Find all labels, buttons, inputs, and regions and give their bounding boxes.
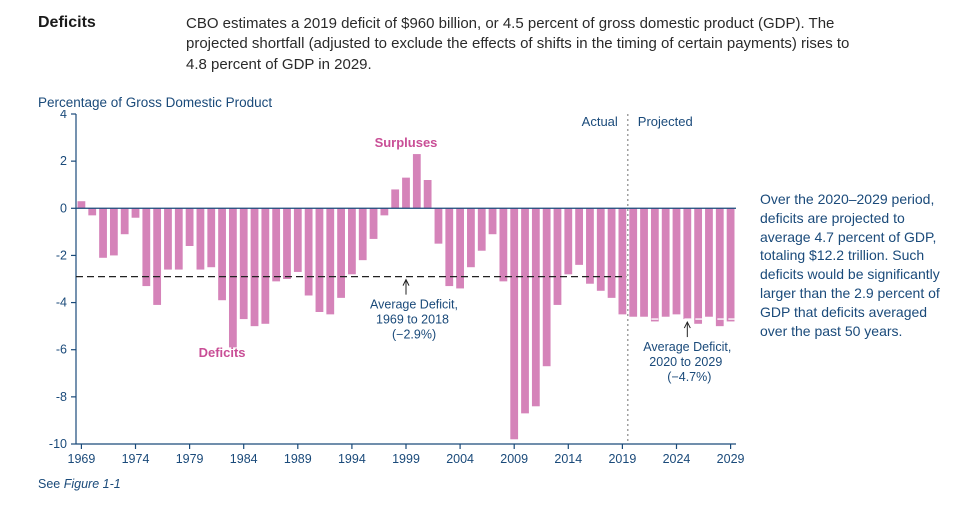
y-tick-label: -6 <box>56 342 67 356</box>
deficits-label: Deficits <box>199 345 246 360</box>
bar-2024 <box>673 208 681 314</box>
bar-1999 <box>402 177 410 208</box>
bar-2022 <box>651 208 659 321</box>
avg-actual-caption-1: Average Deficit, <box>370 297 458 311</box>
x-tick-label: 1999 <box>392 452 420 466</box>
bar-2003 <box>445 208 453 286</box>
bar-2026 <box>694 208 702 324</box>
bar-1970 <box>88 208 96 215</box>
bar-2023 <box>662 208 670 316</box>
bar-1983 <box>229 208 237 347</box>
avg-proj-caption-1: Average Deficit, <box>643 340 731 354</box>
projected-label: Projected <box>638 114 693 129</box>
avg-actual-caption-2: 1969 to 2018 <box>376 312 449 326</box>
avg-proj-caption-3: (−4.7%) <box>667 370 711 384</box>
bar-2010 <box>521 208 529 413</box>
bar-1976 <box>153 208 161 305</box>
avg-actual-caption-3: (−2.9%) <box>392 327 436 341</box>
bar-1997 <box>380 208 388 215</box>
bar-2016 <box>586 208 594 283</box>
bar-2002 <box>435 208 443 243</box>
bar-1969 <box>78 201 86 208</box>
bar-2006 <box>478 208 486 250</box>
bar-1974 <box>132 208 140 217</box>
summary-text: CBO estimates a 2019 deficit of $960 bil… <box>186 14 866 75</box>
deficit-chart: -10-8-6-4-2024Average Deficit,1969 to 20… <box>38 110 752 470</box>
bar-1985 <box>251 208 259 326</box>
bar-1993 <box>337 208 345 298</box>
bar-2028 <box>716 208 724 326</box>
bar-1994 <box>348 208 356 274</box>
bar-1973 <box>121 208 129 234</box>
surpluses-label: Surpluses <box>375 135 438 150</box>
x-tick-label: 1984 <box>230 452 258 466</box>
bar-2021 <box>640 208 648 316</box>
bar-1991 <box>316 208 324 312</box>
bar-1996 <box>370 208 378 239</box>
x-tick-label: 2029 <box>717 452 745 466</box>
y-tick-label: 4 <box>60 110 67 121</box>
x-tick-label: 1974 <box>122 452 150 466</box>
y-axis-title: Percentage of Gross Domestic Product <box>38 95 952 110</box>
actual-label: Actual <box>582 114 618 129</box>
x-tick-label: 1979 <box>176 452 204 466</box>
bar-2008 <box>499 208 507 281</box>
y-tick-label: -2 <box>56 248 67 262</box>
section-title: Deficits <box>38 14 138 75</box>
y-tick-label: -8 <box>56 390 67 404</box>
bar-2005 <box>467 208 475 267</box>
bar-1979 <box>186 208 194 246</box>
bar-1978 <box>175 208 183 269</box>
x-tick-label: 1989 <box>284 452 312 466</box>
x-tick-label: 2019 <box>608 452 636 466</box>
bar-1990 <box>305 208 313 295</box>
bar-1975 <box>142 208 150 286</box>
bar-2025 <box>683 208 691 319</box>
bar-2001 <box>424 180 432 208</box>
bar-2011 <box>532 208 540 406</box>
bar-1984 <box>240 208 248 319</box>
bar-1989 <box>294 208 302 272</box>
x-tick-label: 2024 <box>663 452 691 466</box>
bar-2014 <box>564 208 572 274</box>
bar-1977 <box>164 208 172 269</box>
bar-2017 <box>597 208 605 291</box>
bar-1992 <box>326 208 334 314</box>
bar-2000 <box>413 154 421 208</box>
bar-2009 <box>510 208 518 439</box>
y-tick-label: -4 <box>56 295 67 309</box>
x-tick-label: 2009 <box>500 452 528 466</box>
x-tick-label: 1969 <box>68 452 96 466</box>
bar-1981 <box>207 208 215 267</box>
bar-2029 <box>727 208 735 321</box>
bar-1988 <box>283 208 291 279</box>
bar-1998 <box>391 189 399 208</box>
bar-2007 <box>489 208 497 234</box>
bar-2015 <box>575 208 583 265</box>
bar-2027 <box>705 208 713 316</box>
bar-1982 <box>218 208 226 300</box>
side-note: Over the 2020–2029 period, deficits are … <box>752 110 948 341</box>
bar-1971 <box>99 208 107 258</box>
avg-proj-caption-2: 2020 to 2029 <box>649 355 722 369</box>
bar-1986 <box>261 208 269 324</box>
bar-2020 <box>629 208 637 316</box>
x-tick-label: 1994 <box>338 452 366 466</box>
x-tick-label: 2014 <box>554 452 582 466</box>
x-tick-label: 2004 <box>446 452 474 466</box>
see-figure-caption: See Figure 1-1 <box>38 475 752 491</box>
bar-1995 <box>359 208 367 260</box>
bar-1980 <box>197 208 205 269</box>
bar-2018 <box>608 208 616 298</box>
bar-2019 <box>619 208 627 314</box>
y-tick-label: 0 <box>60 201 67 215</box>
see-figure-prefix: See <box>38 477 64 491</box>
bar-2012 <box>543 208 551 366</box>
bar-2013 <box>554 208 562 305</box>
bar-1972 <box>110 208 118 255</box>
y-tick-label: 2 <box>60 154 67 168</box>
bar-1987 <box>272 208 280 281</box>
see-figure-link[interactable]: Figure 1-1 <box>64 477 121 491</box>
y-tick-label: -10 <box>49 437 67 451</box>
